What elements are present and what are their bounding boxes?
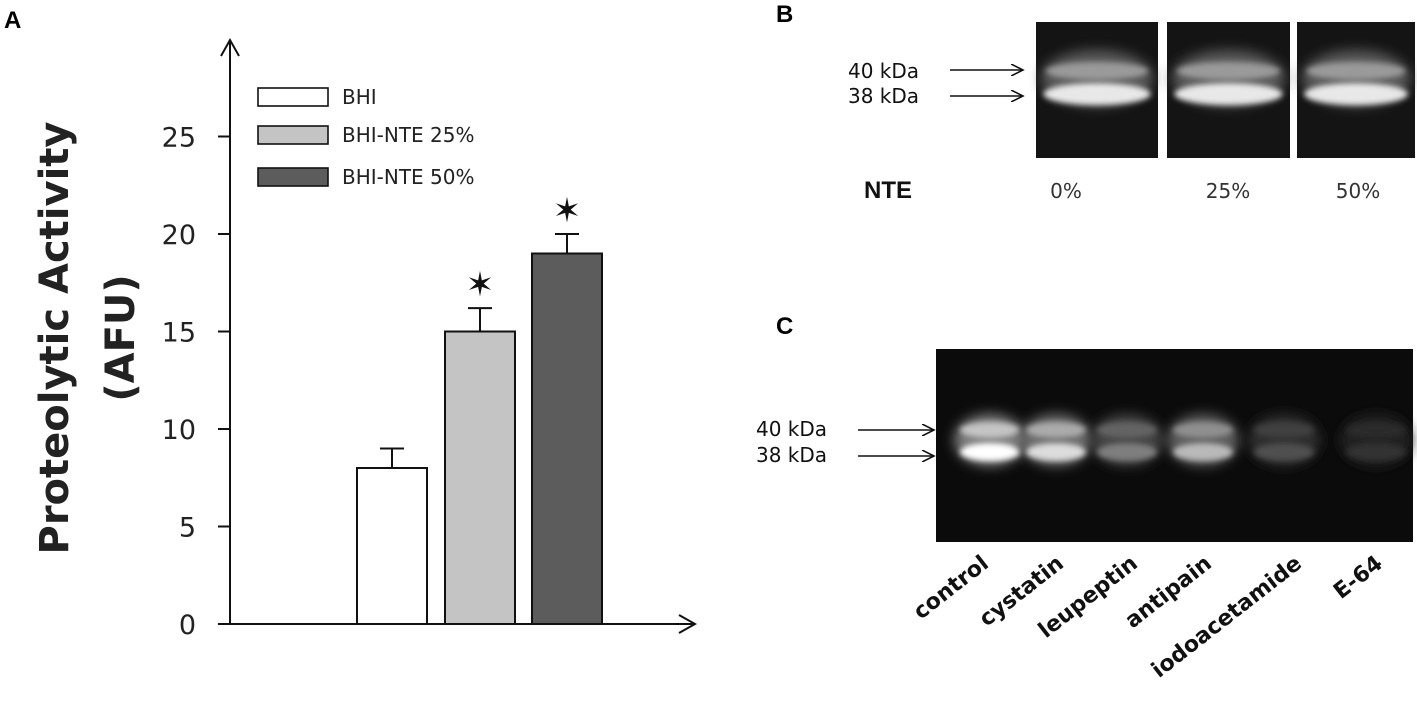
bars: ✶✶ [356,191,603,625]
y-axis-title: Proteolytic Activity (AFU) [32,122,144,555]
y-tick-label: 5 [179,513,196,544]
legend-label: BHI-NTE 25% [342,123,475,147]
y-tick-label: 0 [179,610,196,641]
y-axis-ticks: 0 5 10 15 20 25 [162,123,230,641]
gel-c-lane-labels: controlcystatinleupeptinantipainiodoacet… [909,551,1388,683]
panel-letter-b: B [776,1,793,28]
gel-b-band-40 [1176,62,1281,80]
y-tick-label: 15 [162,318,196,349]
legend-swatch [257,167,329,187]
gel-b-marker-38: 38 kDa [848,84,919,108]
gel-b: 40 kDa 38 kDa NTE 0% 25% 50% [848,22,1415,204]
gel-b-lane-label: 0% [1050,179,1082,203]
gel-c-band-38 [1026,443,1086,461]
x-axis-arrow [678,614,698,634]
y-tick-label: 20 [162,220,196,251]
gel-c-band-40 [1097,422,1157,438]
gel-b-row-label: NTE [864,177,912,204]
significance-marker: ✶ [553,191,582,231]
y-tick-label: 10 [162,415,196,446]
gel-c-band-40 [1254,422,1314,438]
gel-c-lane-label: iodoacetamide [1147,551,1306,683]
legend: BHI BHI-NTE 25% BHI-NTE 50% [257,85,475,189]
gel-b-band-40 [1306,62,1406,80]
gel-b-band-38 [1304,83,1408,105]
bar [356,467,428,625]
y-axis-title-line1: Proteolytic Activity [32,122,78,555]
gel-c-band-40 [1346,422,1406,438]
gel-b-band-38 [1043,83,1151,105]
gel-c-band-38 [960,443,1020,461]
gel-c-band-40 [1173,422,1233,438]
gel-c-band-40 [1026,422,1086,438]
gel-c-marker-40: 40 kDa [756,417,827,441]
gel-c-band-38 [1346,443,1406,461]
gel-b-band-38 [1174,83,1283,105]
legend-label: BHI [342,85,377,109]
panel-letter-c: C [776,313,793,340]
axes [220,37,698,634]
legend-swatch [257,125,329,145]
gel-c-lane-label: E-64 [1329,551,1388,604]
gel-b-lanes [1036,22,1415,158]
gel-b-band-40 [1045,62,1149,80]
panel-letter-a: A [4,7,21,34]
bar [444,330,516,625]
gel-c: 40 kDa 38 kDa controlcystatinleupeptinan… [756,349,1413,683]
gel-c-band-40 [960,422,1020,438]
legend-label: BHI-NTE 50% [342,165,475,189]
y-axis-title-line2: (AFU) [98,274,144,401]
gel-b-lane-labels: 0% 25% 50% [1050,179,1380,203]
bar [531,252,603,625]
gel-b-marker-40: 40 kDa [848,59,919,83]
gel-b-lane-label: 25% [1206,179,1250,203]
y-axis-arrow [220,37,240,57]
y-tick-label: 25 [162,123,196,154]
gel-c-band-38 [1254,443,1314,461]
gel-c-marker-38: 38 kDa [756,443,827,467]
significance-marker: ✶ [466,265,495,305]
gel-c-band-38 [1097,443,1157,461]
legend-swatch [257,87,329,107]
gel-c-bands [954,414,1412,466]
gel-c-band-38 [1173,443,1233,461]
gel-b-lane-label: 50% [1336,179,1380,203]
